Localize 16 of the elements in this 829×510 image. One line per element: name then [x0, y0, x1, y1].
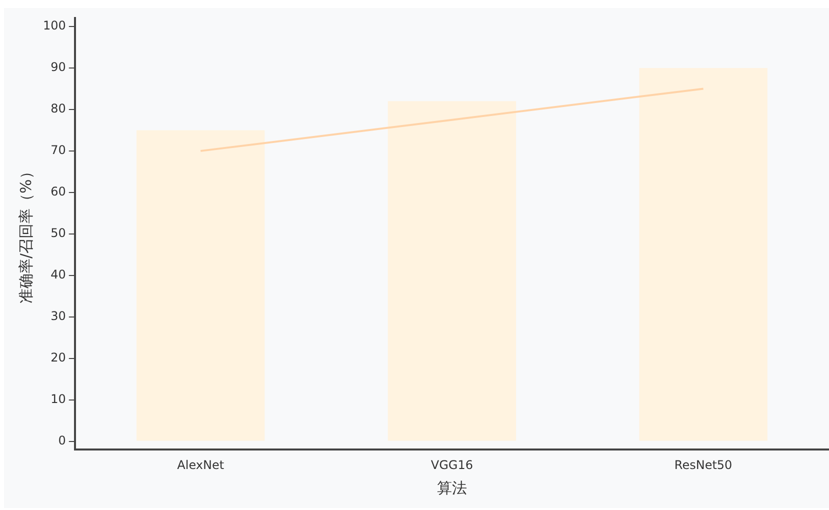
y-tick-label: 80 — [50, 102, 66, 116]
y-tick-label: 100 — [43, 18, 66, 33]
x-tick-label: VGG16 — [430, 458, 473, 472]
y-tick-label: 90 — [50, 60, 66, 74]
x-tick-label: ResNet50 — [674, 458, 732, 472]
x-axis-title: 算法 — [436, 478, 467, 497]
y-tick-label: 70 — [50, 143, 66, 158]
y-tick-label: 20 — [50, 350, 66, 364]
y-tick-label: 30 — [50, 308, 66, 323]
y-tick-label: 60 — [50, 184, 66, 199]
y-tick-label: 0 — [58, 433, 66, 448]
y-axis-title: 准确率/召回率（%） — [16, 164, 35, 304]
y-tick-label: 40 — [50, 268, 66, 282]
y-tick-label: 10 — [50, 392, 66, 406]
x-tick-label: AlexNet — [177, 458, 224, 472]
y-tick-label: 50 — [50, 226, 66, 240]
